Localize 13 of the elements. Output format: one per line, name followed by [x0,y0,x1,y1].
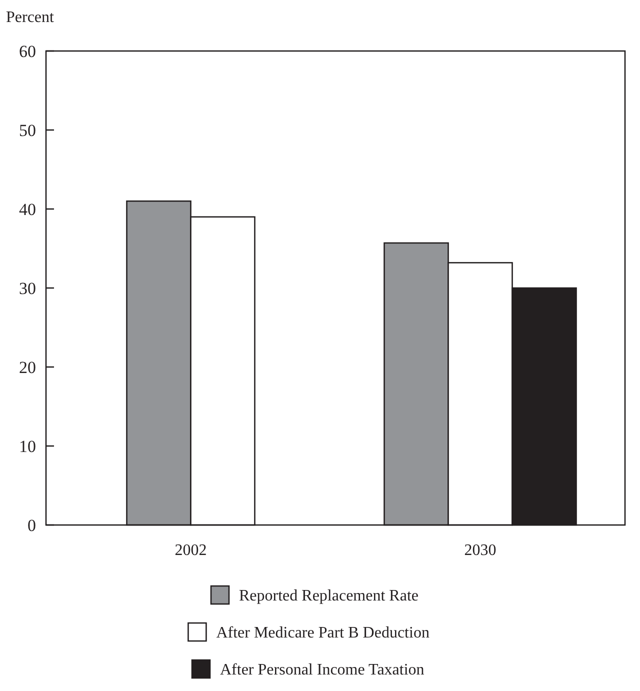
legend-label: Reported Replacement Rate [239,588,418,605]
y-tick-label: 20 [19,358,36,377]
legend-label: After Personal Income Taxation [220,662,424,679]
y-axis-title: Percent [6,9,55,26]
x-tick-label: 2030 [464,542,496,559]
y-tick-label: 60 [19,42,36,61]
y-tick-label: 30 [19,278,36,298]
legend-label: After Medicare Part B Deduction [216,624,430,642]
y-tick-label: 0 [28,516,36,535]
y-tick-label: 40 [19,200,36,219]
y-tick-label: 50 [19,120,36,140]
x-tick-label: 2002 [174,542,207,559]
y-tick-label: 10 [19,436,36,456]
